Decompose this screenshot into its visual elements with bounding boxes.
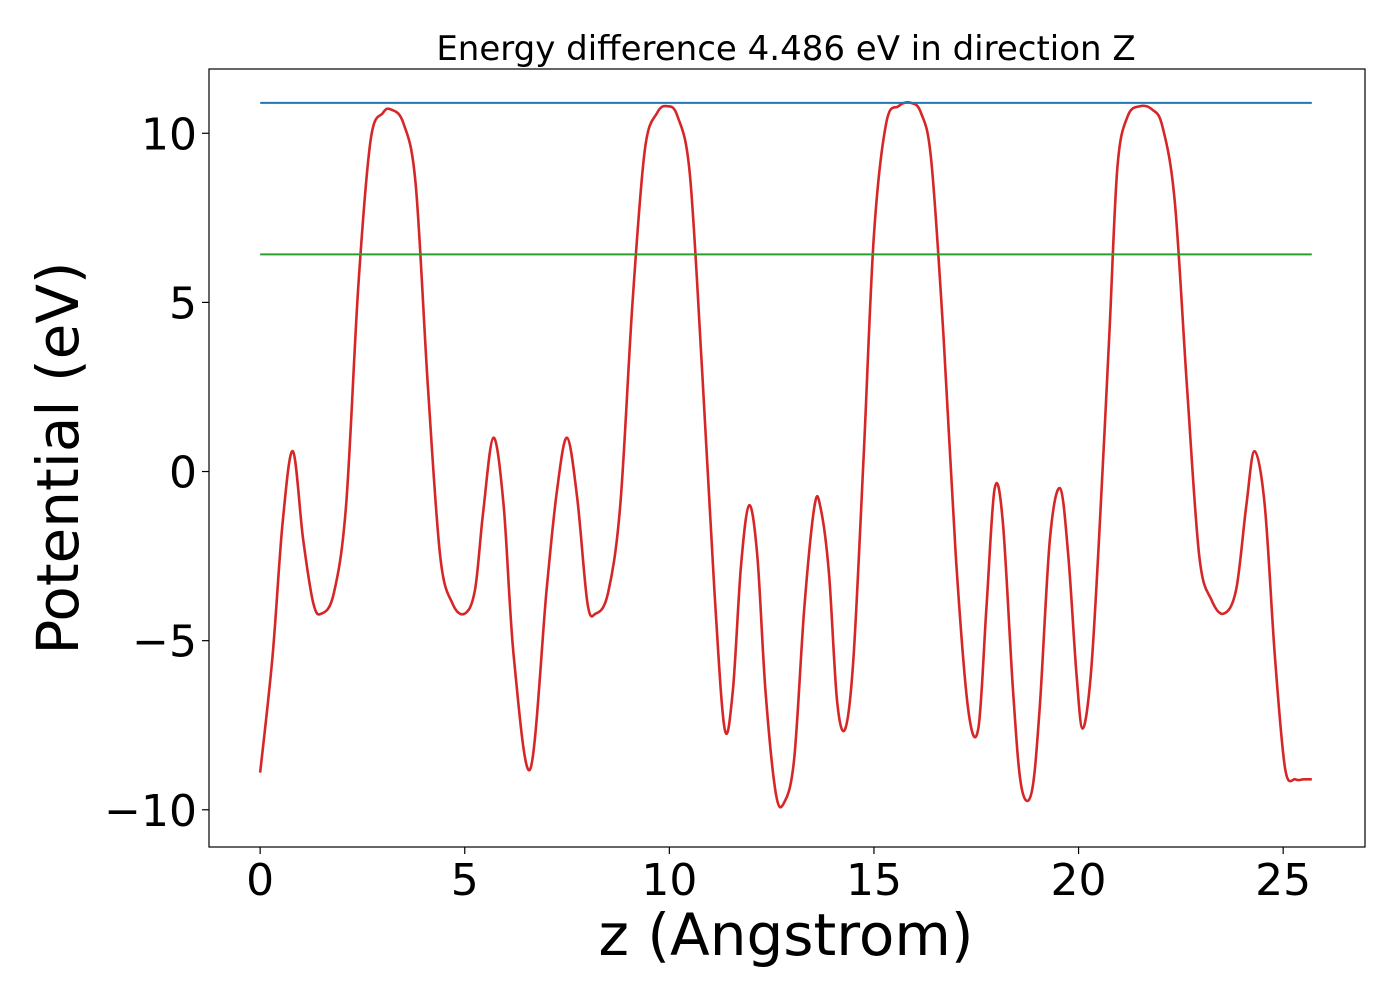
series-layer	[258, 101, 1312, 809]
y-tick-label: −5	[132, 617, 197, 668]
y-tick-label: 10	[141, 109, 197, 160]
y-tick-label: −10	[104, 786, 197, 837]
x-tick-label: 5	[451, 855, 479, 906]
x-tick-label: 15	[846, 855, 902, 906]
y-tick-label: 0	[169, 448, 197, 499]
y-axis-label: Potential (eV)	[24, 261, 92, 654]
x-axis: 0 5 10 15 20 25	[246, 847, 1311, 906]
y-axis: −10 −5 0 5 10	[104, 109, 209, 837]
potential-curve	[258, 101, 1312, 809]
chart-title: Energy difference 4.486 eV in direction …	[436, 29, 1135, 69]
y-tick-label: 5	[169, 278, 197, 329]
x-tick-label: 25	[1255, 855, 1311, 906]
x-tick-label: 10	[641, 855, 697, 906]
x-tick-label: 20	[1051, 855, 1107, 906]
x-axis-label: z (Angstrom)	[599, 901, 974, 969]
x-tick-label: 0	[246, 855, 274, 906]
plot-frame	[208, 68, 1366, 848]
